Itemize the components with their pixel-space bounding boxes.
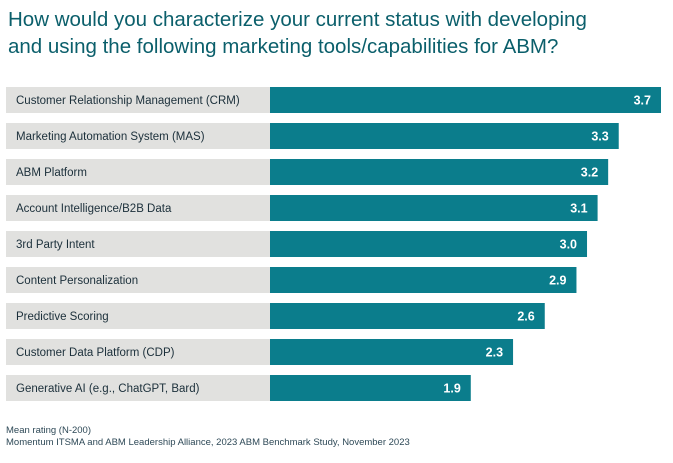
value-label: 3.1 [570,202,587,216]
bar-row: ABM Platform 3.2 [6,159,609,185]
bar-row: Customer Relationship Management (CRM) 3.… [6,87,661,113]
bar [270,87,661,113]
category-label: Customer Relationship Management (CRM) [16,95,240,107]
category-label: Customer Data Platform (CDP) [16,347,175,359]
bar-row: Account Intelligence/B2B Data 3.1 [6,195,598,221]
category-label: 3rd Party Intent [16,239,95,251]
value-label: 3.7 [634,94,651,108]
category-label: Marketing Automation System (MAS) [16,131,205,143]
category-label-background [6,87,270,113]
value-label: 3.0 [560,238,577,252]
category-label-background [6,303,270,329]
value-label: 3.3 [591,130,608,144]
bar [270,231,588,257]
bar [270,339,514,365]
bar [270,303,545,329]
category-label: Generative AI (e.g., ChatGPT, Bard) [16,383,200,395]
bar-row: Content Personalization 2.9 [6,267,577,293]
bar-row: Generative AI (e.g., ChatGPT, Bard) 1.9 [6,375,471,401]
bar [270,195,598,221]
category-label-background [6,339,270,365]
bar [270,375,471,401]
bar [270,123,619,149]
bar-row: Marketing Automation System (MAS) 3.3 [6,123,619,149]
category-label: Content Personalization [16,275,138,287]
bar [270,159,609,185]
category-label-background [6,375,270,401]
category-label: Predictive Scoring [16,311,109,323]
category-label-background [6,159,270,185]
value-label: 3.2 [581,166,598,180]
category-label-background [6,267,270,293]
bar [270,267,577,293]
bar-row: Customer Data Platform (CDP) 2.3 [6,339,514,365]
value-label: 2.3 [486,346,503,360]
footnote-source: Momentum ITSMA and ABM Leadership Allian… [6,437,410,448]
category-label-background [6,123,270,149]
category-label: Account Intelligence/B2B Data [16,203,172,215]
bar-row: 3rd Party Intent 3.0 [6,231,588,257]
value-label: 2.9 [549,274,566,288]
footnote-note: Mean rating (N-200) [6,425,92,436]
chart-title: How would you characterize your current … [8,8,587,58]
category-label-background [6,231,270,257]
category-label: ABM Platform [16,167,87,179]
value-label: 2.6 [517,310,534,324]
bar-row: Predictive Scoring 2.6 [6,303,545,329]
category-label-background [6,195,270,221]
value-label: 1.9 [443,382,460,396]
